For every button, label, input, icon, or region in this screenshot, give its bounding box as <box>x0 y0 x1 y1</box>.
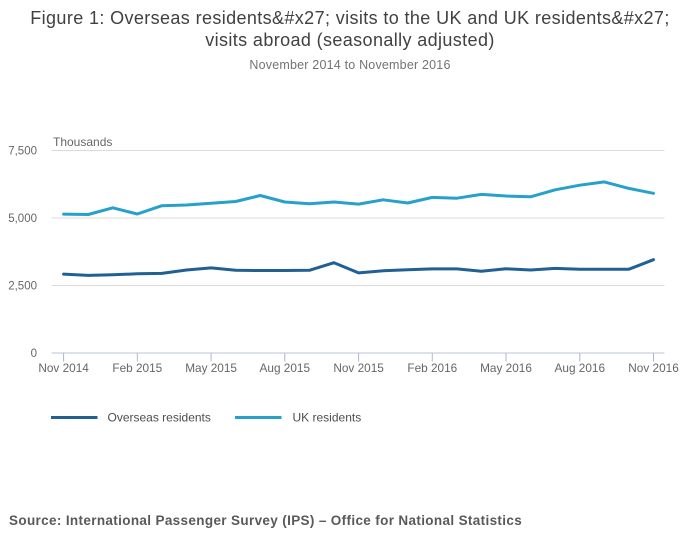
svg-text:7,500: 7,500 <box>8 146 37 158</box>
svg-text:Thousands: Thousands <box>53 135 112 149</box>
svg-text:Nov 2016: Nov 2016 <box>628 361 679 375</box>
svg-text:May 2015: May 2015 <box>185 361 237 375</box>
svg-text:2,500: 2,500 <box>8 281 37 293</box>
svg-text:Nov 2014: Nov 2014 <box>38 361 89 375</box>
svg-text:Feb 2016: Feb 2016 <box>407 361 457 375</box>
svg-text:Aug 2016: Aug 2016 <box>555 361 606 375</box>
svg-text:UK residents: UK residents <box>293 411 362 425</box>
svg-text:May 2016: May 2016 <box>480 361 532 375</box>
svg-text:0: 0 <box>31 348 37 360</box>
svg-text:5,000: 5,000 <box>8 213 37 225</box>
svg-text:Overseas residents: Overseas residents <box>108 411 211 425</box>
svg-text:Nov 2015: Nov 2015 <box>333 361 384 375</box>
svg-text:Aug 2015: Aug 2015 <box>260 361 311 375</box>
svg-text:Feb 2015: Feb 2015 <box>112 361 162 375</box>
